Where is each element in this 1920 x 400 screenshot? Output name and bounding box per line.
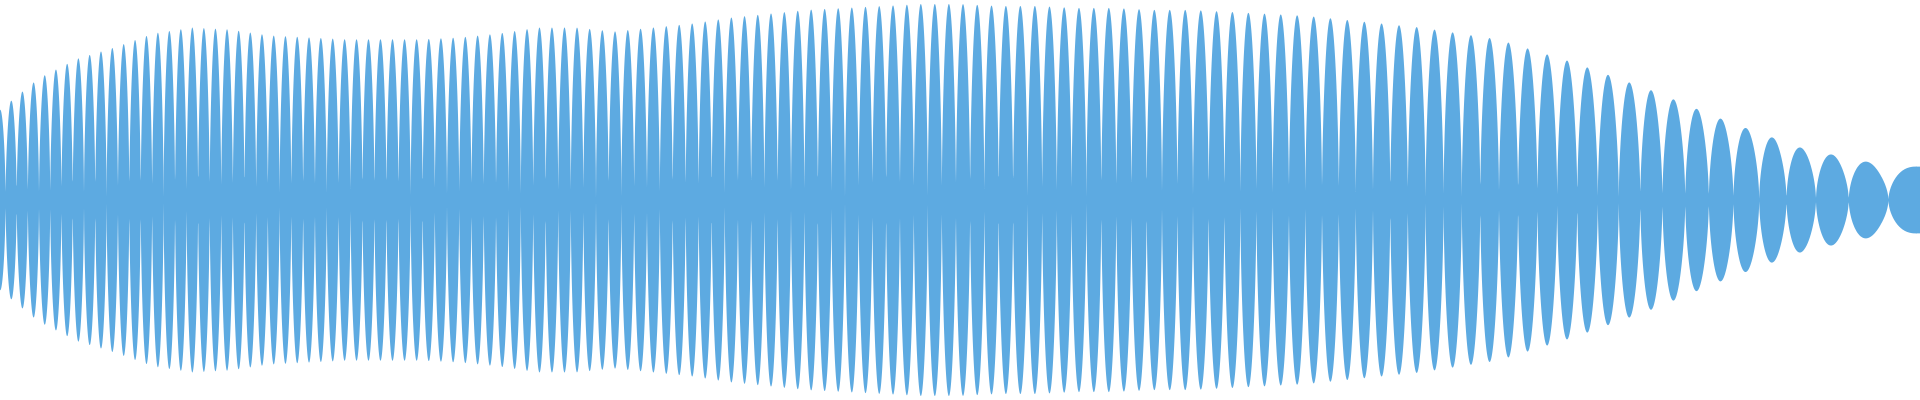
waveform-chart	[0, 4, 1920, 396]
waveform-svg	[0, 4, 1920, 396]
